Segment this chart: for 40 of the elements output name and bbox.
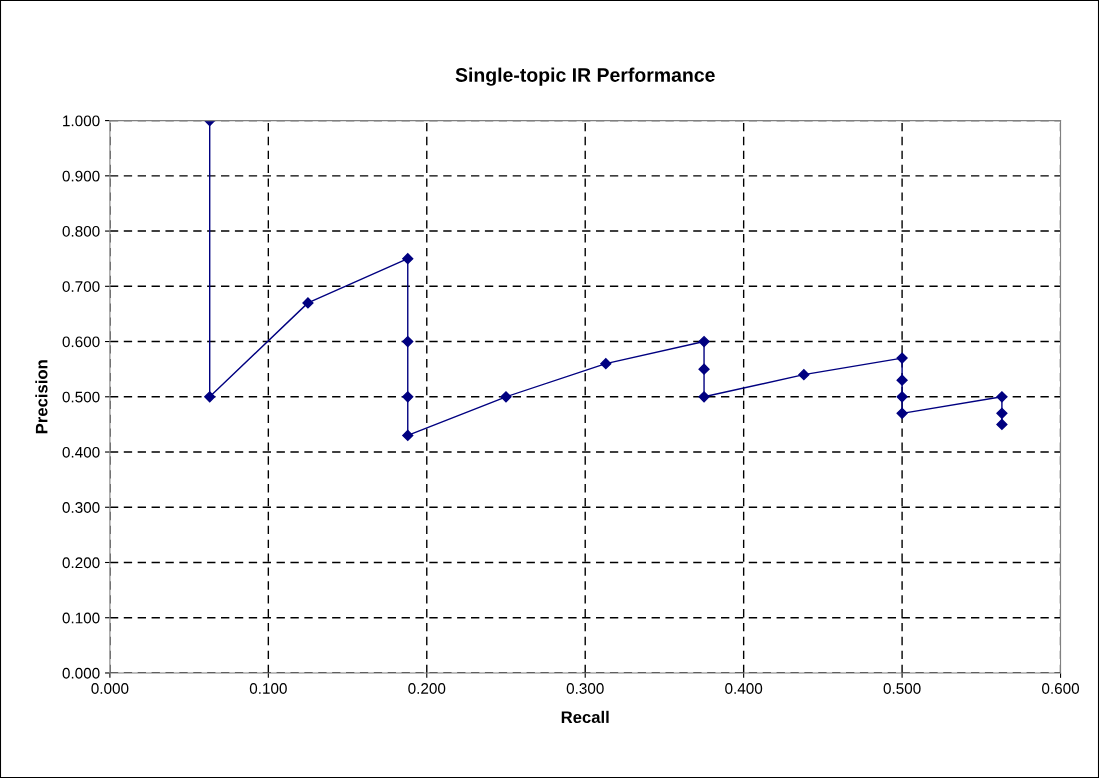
- y-tick-label: 0.900: [62, 170, 100, 182]
- y-tick-label: 0.200: [62, 557, 100, 569]
- point: [896, 374, 908, 386]
- point: [996, 418, 1008, 431]
- y-tick-label: 0.800: [62, 225, 100, 237]
- point: [600, 358, 612, 370]
- y-axis-title: Precision: [35, 360, 48, 434]
- y-tick-label: 0.500: [62, 391, 100, 403]
- y-tick-label: 0.000: [62, 667, 100, 679]
- x-tick-label: 0.000: [91, 683, 129, 694]
- point: [698, 391, 710, 403]
- chart-title: Single-topic IR Performance: [455, 67, 715, 86]
- point: [698, 335, 710, 348]
- point: [402, 253, 414, 265]
- point: [402, 429, 414, 442]
- x-tick-label: 0.500: [883, 683, 921, 694]
- point: [896, 407, 908, 419]
- point: [402, 391, 414, 403]
- y-tick-label: 0.400: [62, 446, 100, 458]
- point: [996, 391, 1008, 403]
- x-tick-label: 0.400: [725, 683, 763, 694]
- point: [302, 297, 314, 309]
- x-tick-label: 0.200: [408, 683, 446, 694]
- point: [204, 391, 216, 403]
- point: [798, 369, 810, 381]
- point: [896, 391, 908, 403]
- x-axis-title: Recall: [561, 710, 609, 724]
- y-tick-label: 1.000: [63, 115, 100, 127]
- x-tick-label: 0.600: [1042, 683, 1080, 694]
- y-tick-label: 0.100: [62, 612, 100, 624]
- y-tick-label: 0.700: [62, 281, 100, 292]
- point: [500, 391, 512, 403]
- y-tick-label: 0.300: [62, 502, 100, 513]
- x-tick-label: 0.100: [249, 683, 287, 694]
- point: [996, 407, 1008, 419]
- y-tick-label: 0.600: [62, 336, 100, 348]
- point: [402, 335, 414, 348]
- point: [698, 363, 710, 375]
- x-tick-label: 0.300: [566, 683, 604, 694]
- point: [896, 352, 908, 364]
